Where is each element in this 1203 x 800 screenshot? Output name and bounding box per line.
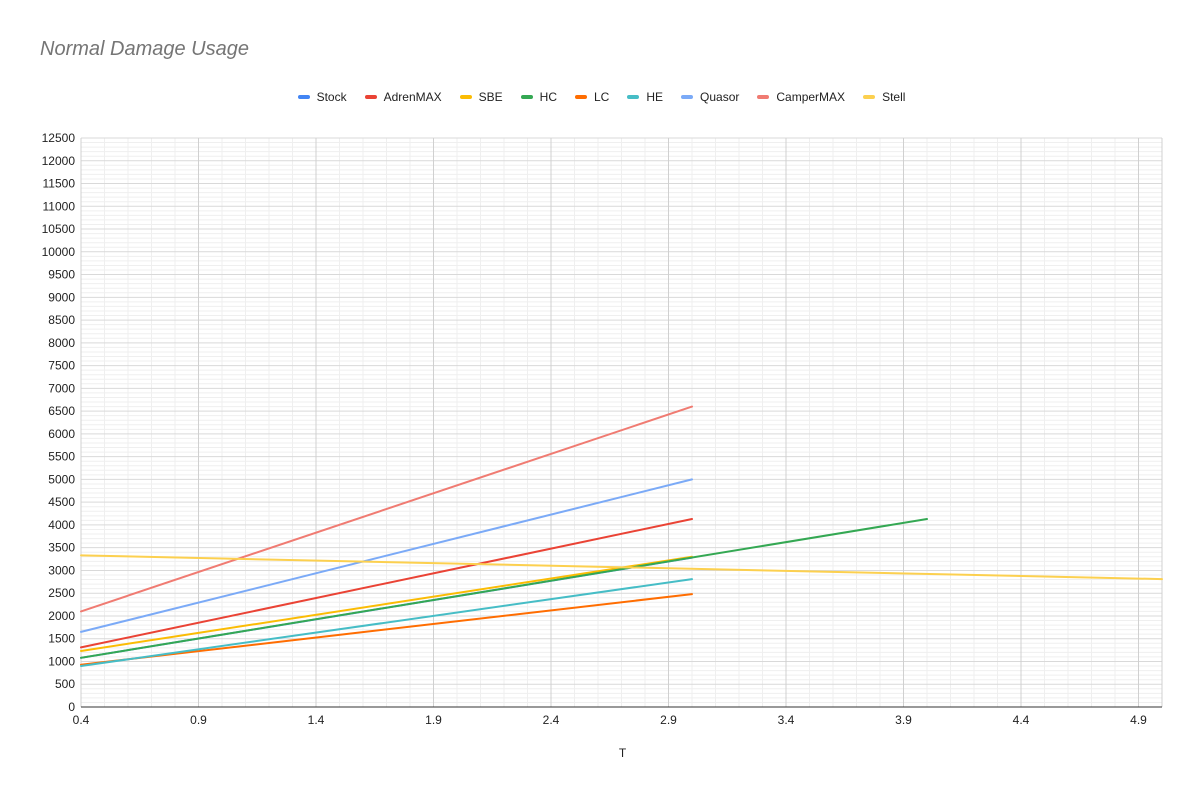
x-tick-label: 3.9 <box>895 713 912 727</box>
y-tick-label: 3500 <box>48 541 75 555</box>
legend-swatch <box>863 95 876 99</box>
y-tick-label: 2500 <box>48 586 75 600</box>
legend-label: HE <box>646 90 664 104</box>
y-tick-label: 12000 <box>42 154 76 168</box>
legend-swatch <box>757 95 770 99</box>
legend-label: SBE <box>478 90 503 104</box>
x-tick-label: 1.4 <box>308 713 325 727</box>
legend-swatch <box>459 95 472 99</box>
x-tick-label: 3.4 <box>778 713 795 727</box>
legend-item-adrenmax: AdrenMAX <box>364 90 442 104</box>
series-line-lc <box>80 593 693 666</box>
series-line-stell <box>80 554 1163 581</box>
gridlines <box>80 137 1163 708</box>
series-line-adrenmax <box>80 518 693 649</box>
legend-label: AdrenMAX <box>383 90 442 104</box>
y-tick-label: 10500 <box>42 222 76 236</box>
y-tick-label: 9500 <box>48 268 75 282</box>
legend-label: CamperMAX <box>776 90 846 104</box>
y-tick-label: 4000 <box>48 518 75 532</box>
y-tick-label: 7000 <box>48 381 75 395</box>
series-line-he <box>80 578 693 667</box>
chart-title: Normal Damage Usage <box>40 38 249 60</box>
y-tick-label: 5500 <box>48 450 75 464</box>
y-tick-label: 7500 <box>48 359 75 373</box>
legend-label: Stock <box>316 90 347 104</box>
y-tick-label: 0 <box>68 700 75 714</box>
legend-item-stell: Stell <box>863 90 905 104</box>
legend-item-campermax: CamperMAX <box>757 90 845 104</box>
y-tick-label: 3000 <box>48 563 75 577</box>
legend-item-hc: HC <box>520 90 557 104</box>
legend-swatch <box>297 95 310 99</box>
legend: Stock AdrenMAX SBE HC LC HE Quasor CamperMAX Ste… <box>0 90 1203 104</box>
y-tick-label: 6500 <box>48 404 75 418</box>
y-tick-label: 9000 <box>48 290 75 304</box>
legend-swatch <box>627 95 640 99</box>
x-tick-label: 0.9 <box>190 713 207 727</box>
legend-item-lc: LC <box>575 90 609 104</box>
legend-item-sbe: SBE <box>459 90 503 104</box>
y-tick-label: 4500 <box>48 495 75 509</box>
x-tick-label: 0.4 <box>73 713 90 727</box>
y-tick-label: 500 <box>55 677 75 691</box>
x-axis-title: T <box>618 746 627 760</box>
series-line-hc <box>80 518 928 659</box>
series-line-campermax <box>80 405 693 613</box>
legend-label: HC <box>539 90 557 104</box>
legend-label: Stell <box>882 90 906 104</box>
legend-swatch <box>681 95 694 99</box>
series-line-quasor <box>80 478 693 633</box>
x-tick-label: 4.4 <box>1013 713 1030 727</box>
x-tick-label: 1.9 <box>425 713 442 727</box>
y-tick-label: 12500 <box>42 131 76 145</box>
legend-item-stock: Stock <box>297 90 347 104</box>
x-tick-label: 4.9 <box>1130 713 1147 727</box>
y-tick-label: 1000 <box>48 654 75 668</box>
y-tick-label: 8500 <box>48 313 75 327</box>
y-tick-label: 8000 <box>48 336 75 350</box>
series-line-sbe <box>80 555 693 652</box>
y-tick-label: 11000 <box>43 199 76 213</box>
legend-item-quasor: Quasor <box>681 90 739 104</box>
legend-swatch <box>364 95 377 99</box>
y-tick-label: 10000 <box>42 245 76 259</box>
y-tick-label: 11500 <box>43 177 76 191</box>
legend-item-he: HE <box>627 90 663 104</box>
y-tick-label: 2000 <box>48 609 75 623</box>
legend-swatch <box>520 95 533 99</box>
legend-label: LC <box>594 90 610 104</box>
legend-label: Quasor <box>700 90 740 104</box>
y-tick-label: 6000 <box>48 427 75 441</box>
y-tick-label: 5000 <box>48 472 75 486</box>
x-tick-label: 2.9 <box>660 713 677 727</box>
legend-swatch <box>575 95 587 99</box>
y-tick-label: 1500 <box>48 632 75 646</box>
x-tick-label: 2.4 <box>543 713 560 727</box>
